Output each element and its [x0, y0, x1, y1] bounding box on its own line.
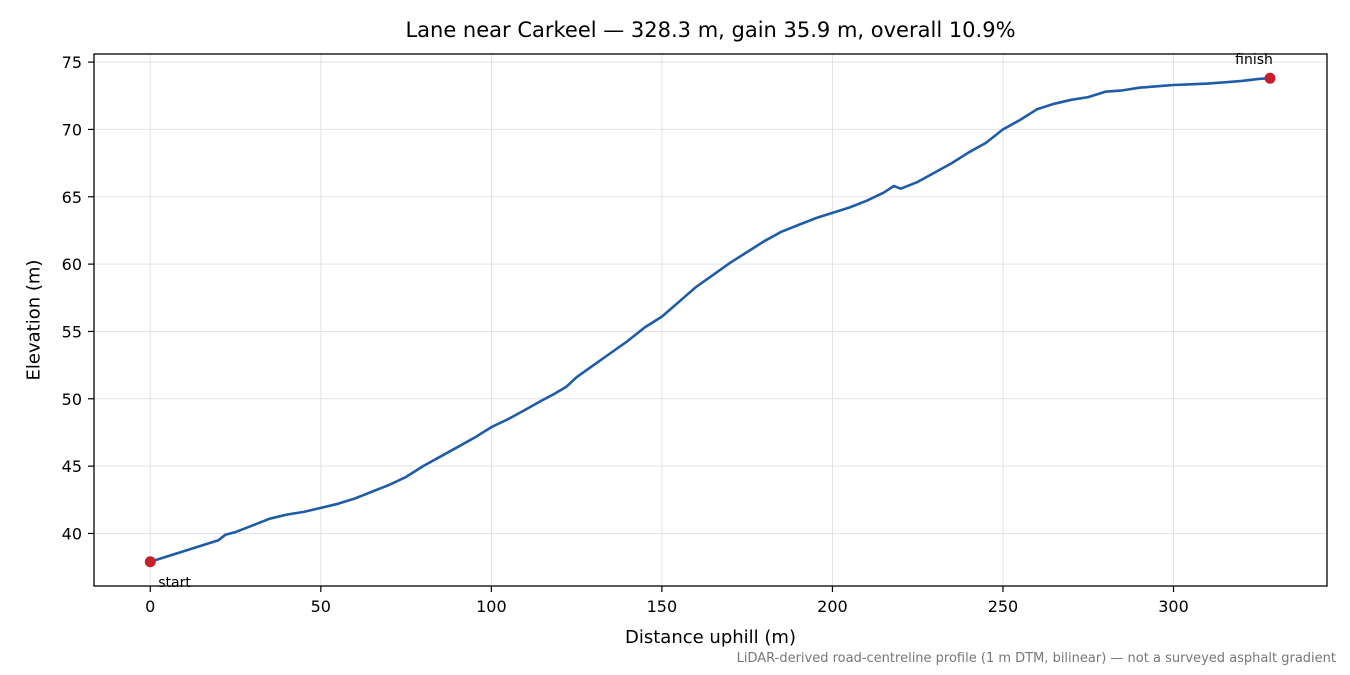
x-tick-label: 200: [817, 597, 848, 616]
x-tick-label: 150: [647, 597, 678, 616]
y-tick-label: 75: [62, 53, 82, 72]
x-tick-label: 250: [988, 597, 1019, 616]
y-tick-label: 45: [62, 457, 82, 476]
x-tick-label: 50: [311, 597, 331, 616]
x-tick-label: 300: [1158, 597, 1189, 616]
y-tick-label: 60: [62, 255, 82, 274]
x-tick-label: 100: [476, 597, 507, 616]
y-tick-label: 70: [62, 120, 82, 139]
y-tick-label: 50: [62, 390, 82, 409]
x-axis-label: Distance uphill (m): [625, 627, 796, 648]
chart-title: Lane near Carkeel — 328.3 m, gain 35.9 m…: [405, 18, 1016, 42]
data-source-footnote: LiDAR-derived road-centreline profile (1…: [736, 651, 1336, 666]
finish-marker: [1264, 72, 1276, 84]
elevation-profile-line: [149, 76, 1272, 564]
finish-annotation: finish: [1235, 52, 1273, 68]
y-tick-label: 40: [62, 524, 82, 543]
y-tick-label: 65: [62, 188, 82, 207]
y-axis-label: Elevation (m): [23, 259, 45, 381]
y-tick-label: 55: [62, 322, 82, 341]
start-marker: [144, 556, 156, 568]
x-tick-label: 0: [145, 597, 155, 616]
plot-frame: [93, 53, 1328, 587]
start-annotation: start: [158, 575, 191, 591]
